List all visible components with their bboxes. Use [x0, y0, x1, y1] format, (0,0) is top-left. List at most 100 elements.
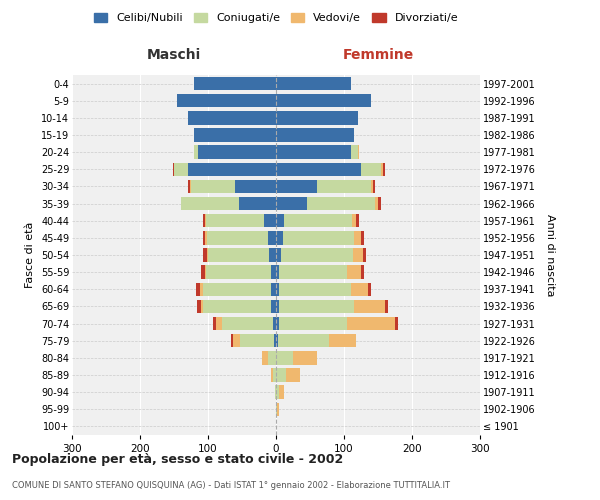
- Bar: [280, 266, 347, 279]
- Bar: [276, 197, 307, 210]
- Bar: [203, 248, 206, 262]
- Bar: [262, 351, 268, 364]
- Bar: [194, 77, 276, 90]
- Bar: [271, 282, 276, 296]
- Bar: [351, 146, 358, 159]
- Bar: [240, 334, 274, 347]
- Bar: [347, 266, 361, 279]
- Bar: [206, 231, 268, 244]
- Bar: [276, 334, 278, 347]
- Bar: [276, 368, 286, 382]
- Bar: [216, 317, 221, 330]
- Bar: [279, 386, 284, 399]
- Bar: [203, 214, 205, 228]
- Bar: [201, 266, 205, 279]
- Bar: [174, 162, 188, 176]
- Bar: [272, 368, 276, 382]
- Bar: [271, 300, 276, 313]
- Bar: [208, 248, 269, 262]
- Bar: [276, 300, 280, 313]
- Bar: [200, 282, 203, 296]
- Bar: [286, 368, 300, 382]
- Bar: [371, 180, 373, 193]
- Bar: [191, 180, 235, 193]
- Bar: [276, 94, 371, 108]
- Bar: [239, 197, 276, 210]
- Bar: [271, 368, 272, 382]
- Bar: [351, 282, 368, 296]
- Bar: [276, 351, 293, 364]
- Bar: [361, 231, 364, 244]
- Bar: [276, 162, 361, 176]
- Bar: [275, 386, 276, 399]
- Legend: Celibi/Nubili, Coniugati/e, Vedovi/e, Divorziati/e: Celibi/Nubili, Coniugati/e, Vedovi/e, Di…: [89, 8, 463, 28]
- Bar: [358, 146, 359, 159]
- Bar: [203, 231, 205, 244]
- Bar: [373, 180, 374, 193]
- Bar: [284, 214, 352, 228]
- Bar: [188, 111, 276, 124]
- Bar: [188, 162, 276, 176]
- Bar: [276, 248, 281, 262]
- Bar: [205, 266, 206, 279]
- Bar: [268, 231, 276, 244]
- Bar: [352, 214, 356, 228]
- Bar: [276, 386, 279, 399]
- Bar: [274, 334, 276, 347]
- Bar: [264, 214, 276, 228]
- Text: Popolazione per età, sesso e stato civile - 2002: Popolazione per età, sesso e stato civil…: [12, 452, 343, 466]
- Bar: [206, 214, 264, 228]
- Bar: [363, 248, 367, 262]
- Bar: [276, 146, 351, 159]
- Bar: [276, 266, 280, 279]
- Bar: [374, 197, 378, 210]
- Bar: [203, 282, 271, 296]
- Bar: [213, 317, 216, 330]
- Y-axis label: Anni di nascita: Anni di nascita: [545, 214, 555, 296]
- Bar: [206, 248, 208, 262]
- Bar: [235, 180, 276, 193]
- Bar: [196, 282, 200, 296]
- Bar: [194, 128, 276, 141]
- Bar: [293, 351, 317, 364]
- Text: Femmine: Femmine: [343, 48, 413, 62]
- Bar: [276, 402, 277, 416]
- Bar: [271, 266, 276, 279]
- Bar: [197, 300, 200, 313]
- Bar: [382, 162, 383, 176]
- Bar: [231, 334, 233, 347]
- Bar: [206, 266, 271, 279]
- Bar: [347, 317, 395, 330]
- Bar: [173, 162, 174, 176]
- Bar: [190, 180, 191, 193]
- Bar: [278, 334, 329, 347]
- Bar: [280, 300, 354, 313]
- Bar: [188, 180, 190, 193]
- Bar: [200, 300, 203, 313]
- Bar: [233, 334, 240, 347]
- Bar: [181, 197, 239, 210]
- Bar: [272, 317, 276, 330]
- Text: COMUNE DI SANTO STEFANO QUISQUINA (AG) - Dati ISTAT 1° gennaio 2002 - Elaborazio: COMUNE DI SANTO STEFANO QUISQUINA (AG) -…: [12, 480, 450, 490]
- Bar: [280, 317, 347, 330]
- Bar: [356, 214, 359, 228]
- Bar: [385, 300, 388, 313]
- Bar: [276, 231, 283, 244]
- Bar: [203, 300, 271, 313]
- Bar: [395, 317, 398, 330]
- Bar: [205, 214, 206, 228]
- Bar: [276, 77, 351, 90]
- Bar: [198, 146, 276, 159]
- Text: Maschi: Maschi: [147, 48, 201, 62]
- Bar: [276, 282, 280, 296]
- Bar: [307, 197, 374, 210]
- Bar: [353, 248, 363, 262]
- Bar: [276, 128, 354, 141]
- Bar: [221, 317, 272, 330]
- Bar: [205, 231, 206, 244]
- Bar: [276, 317, 280, 330]
- Bar: [280, 282, 351, 296]
- Bar: [281, 248, 353, 262]
- Bar: [361, 266, 364, 279]
- Bar: [383, 162, 385, 176]
